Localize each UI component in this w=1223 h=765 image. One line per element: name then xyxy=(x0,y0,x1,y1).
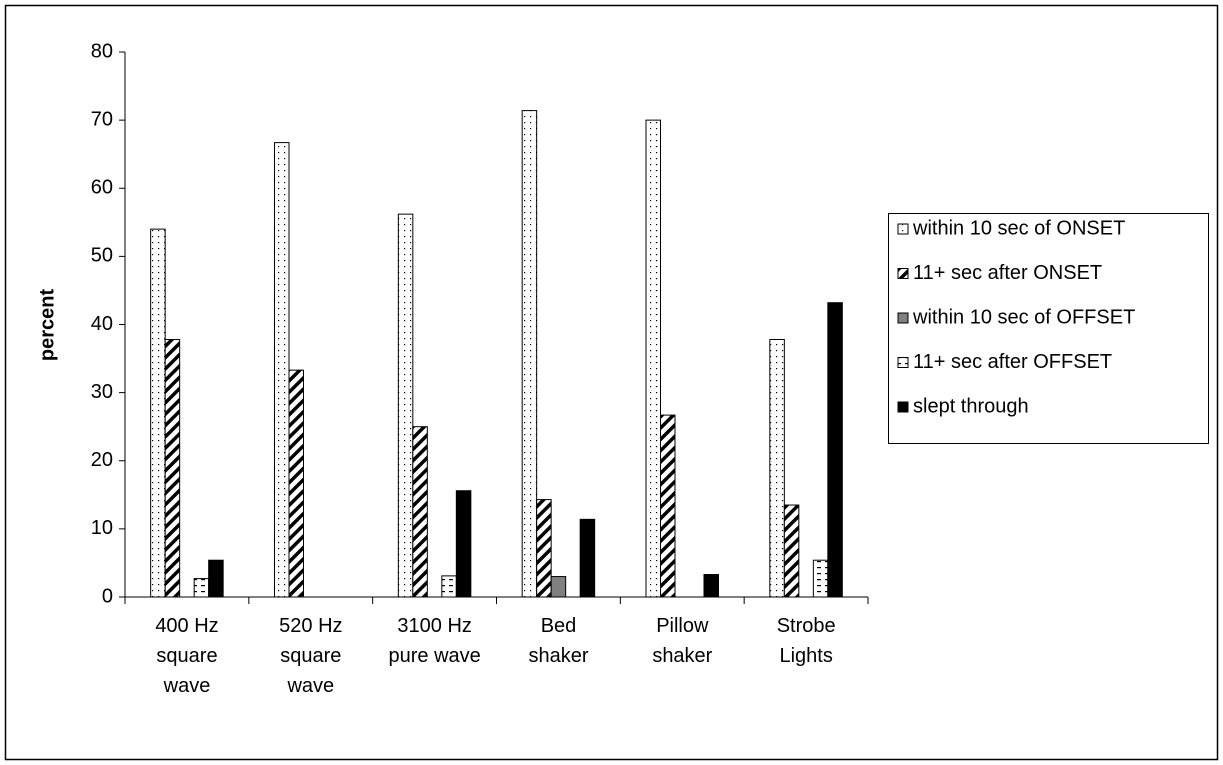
y-axis-label: percent xyxy=(36,289,58,362)
y-tick-label: 20 xyxy=(91,449,113,471)
x-tick-label: 520 Hz square wave xyxy=(279,615,343,697)
legend-label: slept through xyxy=(913,395,1029,417)
bar xyxy=(703,574,719,598)
legend-swatch xyxy=(897,268,909,279)
bar xyxy=(783,504,800,598)
legend-swatch xyxy=(897,401,909,413)
y-tick-label: 0 xyxy=(102,585,113,607)
legend-label: within 10 sec of OFFSET xyxy=(912,306,1135,328)
bar xyxy=(441,575,457,598)
x-tick-label: Bed shaker xyxy=(528,615,589,667)
x-tick-label: 3100 Hz pure wave xyxy=(388,615,481,667)
bar xyxy=(288,369,304,598)
legend-swatch xyxy=(897,357,909,368)
bar xyxy=(660,414,676,598)
legend-swatch xyxy=(897,223,909,235)
bar xyxy=(397,213,414,598)
bar xyxy=(521,110,538,598)
bar xyxy=(274,142,290,598)
bar xyxy=(645,119,661,598)
bar xyxy=(164,338,181,598)
y-tick-label: 80 xyxy=(91,40,113,62)
bar xyxy=(412,426,428,598)
legend-label: 11+ sec after ONSET xyxy=(913,262,1102,284)
legend-swatch xyxy=(897,312,909,324)
bar xyxy=(208,559,224,598)
y-tick-label: 40 xyxy=(91,313,113,335)
y-tick-label: 70 xyxy=(91,108,113,130)
bar xyxy=(150,228,166,598)
y-tick-label: 30 xyxy=(91,381,113,403)
x-tick-label: 400 Hz square wave xyxy=(155,615,219,697)
bar xyxy=(812,559,829,598)
bar xyxy=(193,578,210,598)
bar xyxy=(550,576,567,598)
bar xyxy=(579,518,596,598)
y-tick-label: 60 xyxy=(91,177,113,199)
bar xyxy=(769,338,785,598)
y-tick-label: 10 xyxy=(91,517,113,539)
legend-label: within 10 sec of ONSET xyxy=(912,217,1125,239)
bar xyxy=(827,302,843,598)
bar xyxy=(536,499,552,598)
x-tick-label: Strobe Lights xyxy=(776,615,836,667)
legend-label: 11+ sec after OFFSET xyxy=(913,351,1112,373)
y-tick-label: 50 xyxy=(91,245,113,267)
bar xyxy=(455,490,472,598)
legend xyxy=(888,213,1209,444)
x-tick-label: Pillow shaker xyxy=(652,615,713,667)
